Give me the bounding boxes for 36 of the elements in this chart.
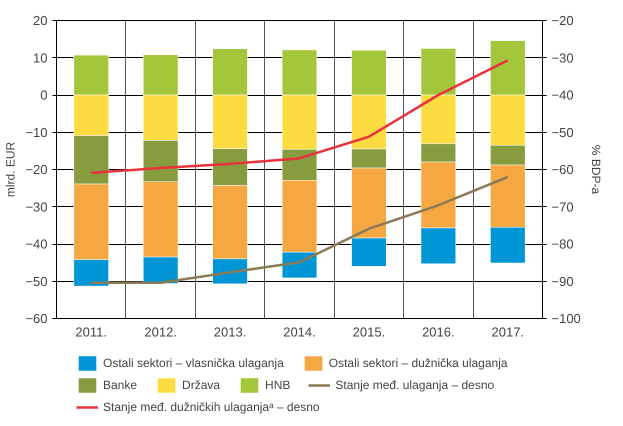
y2-axis-title: % BDP-a bbox=[588, 144, 603, 194]
x-tick-label: 2014. bbox=[283, 324, 316, 340]
y-tick-label: −50 bbox=[25, 274, 48, 289]
legend-label: Ostali sektori – vlasnička ulaganja bbox=[103, 355, 284, 372]
legend-label: Ostali sektori – dužnička ulaganja bbox=[328, 355, 508, 372]
y-tick-label: 10 bbox=[33, 50, 48, 66]
y2-tick-label: −40 bbox=[552, 88, 574, 102]
y2-tick-label: −70 bbox=[552, 199, 574, 214]
y-tick-label: 20 bbox=[33, 13, 48, 28]
y2-tick-label: −50 bbox=[552, 124, 574, 140]
y2-tick-label: −60 bbox=[552, 162, 574, 177]
x-tick-label: 2011. bbox=[75, 324, 108, 340]
y2-tick-label: −20 bbox=[552, 13, 574, 28]
legend-label: Država bbox=[182, 377, 220, 394]
x-tick-label: 2015. bbox=[352, 324, 386, 340]
legend-label: HNB bbox=[265, 377, 290, 394]
y-tick-label: −30 bbox=[25, 199, 48, 214]
x-tick-label: 2012. bbox=[144, 324, 177, 340]
legend-label: Stanje međ. dužničkih ulaganjaᵃ – desno bbox=[103, 399, 320, 416]
y-tick-label: −60 bbox=[25, 311, 48, 326]
y2-tick-label: −80 bbox=[552, 236, 574, 252]
x-tick-label: 2016. bbox=[422, 324, 455, 340]
y-tick-label: −40 bbox=[25, 236, 48, 252]
legend-label: Stanje međ. ulaganja – desno bbox=[335, 377, 494, 394]
line-series bbox=[90, 176, 510, 284]
y2-tick-label: −30 bbox=[552, 50, 574, 66]
y-tick-label: −20 bbox=[25, 162, 48, 177]
y-tick-label: −10 bbox=[25, 124, 48, 140]
x-tick-label: 2013. bbox=[214, 324, 246, 340]
y-axis-title: mlrd. EUR bbox=[3, 142, 18, 198]
legend-label: Banke bbox=[103, 377, 138, 394]
y2-tick-label: −100 bbox=[552, 311, 581, 326]
x-tick-label: 2017. bbox=[492, 324, 524, 340]
y-tick-label: 0 bbox=[40, 88, 48, 102]
y2-tick-label: −90 bbox=[552, 274, 574, 289]
line-series bbox=[90, 59, 510, 174]
